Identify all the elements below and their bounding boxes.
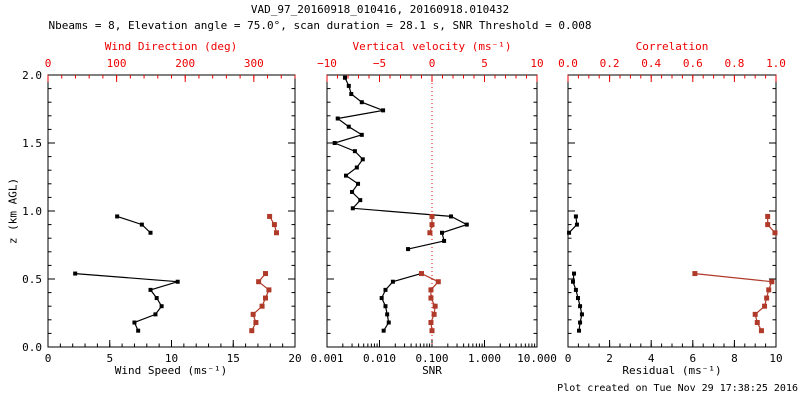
wind-speed-axis-label: Wind Speed (ms⁻¹) bbox=[114, 364, 228, 377]
svg-text:2: 2 bbox=[606, 352, 613, 365]
svg-text:100: 100 bbox=[107, 57, 127, 70]
plot-created-timestamp: Plot created on Tue Nov 29 17:38:25 2016 bbox=[557, 383, 798, 394]
svg-text:0.010: 0.010 bbox=[363, 352, 396, 365]
svg-text:0: 0 bbox=[45, 352, 52, 365]
svg-text:0.0: 0.0 bbox=[22, 341, 42, 354]
svg-text:5: 5 bbox=[106, 352, 113, 365]
svg-text:0.0: 0.0 bbox=[558, 57, 578, 70]
svg-text:300: 300 bbox=[244, 57, 264, 70]
svg-text:8: 8 bbox=[731, 352, 738, 365]
wind-direction-axis-label: Wind Direction (deg) bbox=[104, 40, 238, 53]
svg-text:1.0: 1.0 bbox=[22, 205, 42, 218]
svg-text:10.000: 10.000 bbox=[517, 352, 557, 365]
svg-text:1.000: 1.000 bbox=[468, 352, 501, 365]
svg-text:0.4: 0.4 bbox=[641, 57, 661, 70]
correlation-axis-label: Correlation bbox=[635, 40, 709, 53]
svg-text:0.001: 0.001 bbox=[310, 352, 343, 365]
svg-text:0.2: 0.2 bbox=[600, 57, 620, 70]
svg-text:10: 10 bbox=[165, 352, 178, 365]
svg-text:0: 0 bbox=[45, 57, 52, 70]
snr-axis-label: SNR bbox=[422, 364, 442, 377]
svg-text:4: 4 bbox=[648, 352, 655, 365]
svg-text:10: 10 bbox=[769, 352, 782, 365]
svg-text:0.6: 0.6 bbox=[683, 57, 703, 70]
residual-axis-label: Residual (ms⁻¹) bbox=[622, 364, 722, 377]
svg-text:200: 200 bbox=[175, 57, 195, 70]
svg-text:10: 10 bbox=[530, 57, 543, 70]
svg-text:1.0: 1.0 bbox=[766, 57, 786, 70]
svg-text:0.100: 0.100 bbox=[415, 352, 448, 365]
svg-text:20: 20 bbox=[288, 352, 301, 365]
svg-text:5: 5 bbox=[481, 57, 488, 70]
svg-text:0: 0 bbox=[429, 57, 436, 70]
svg-text:0.5: 0.5 bbox=[22, 273, 42, 286]
vertical-velocity-axis-label: Vertical velocity (ms⁻¹) bbox=[352, 40, 512, 53]
plot-title: VAD_97_20160918_010416, 20160918.010432 bbox=[250, 3, 510, 16]
plot-subtitle: Nbeams = 8, Elevation angle = 75.0°, sca… bbox=[48, 19, 592, 32]
svg-text:2.0: 2.0 bbox=[22, 69, 42, 82]
svg-text:1.5: 1.5 bbox=[22, 137, 42, 150]
svg-text:0: 0 bbox=[565, 352, 572, 365]
svg-text:15: 15 bbox=[227, 352, 240, 365]
svg-text:0.8: 0.8 bbox=[724, 57, 744, 70]
svg-text:−5: −5 bbox=[373, 57, 386, 70]
svg-text:−10: −10 bbox=[317, 57, 337, 70]
svg-text:6: 6 bbox=[689, 352, 696, 365]
